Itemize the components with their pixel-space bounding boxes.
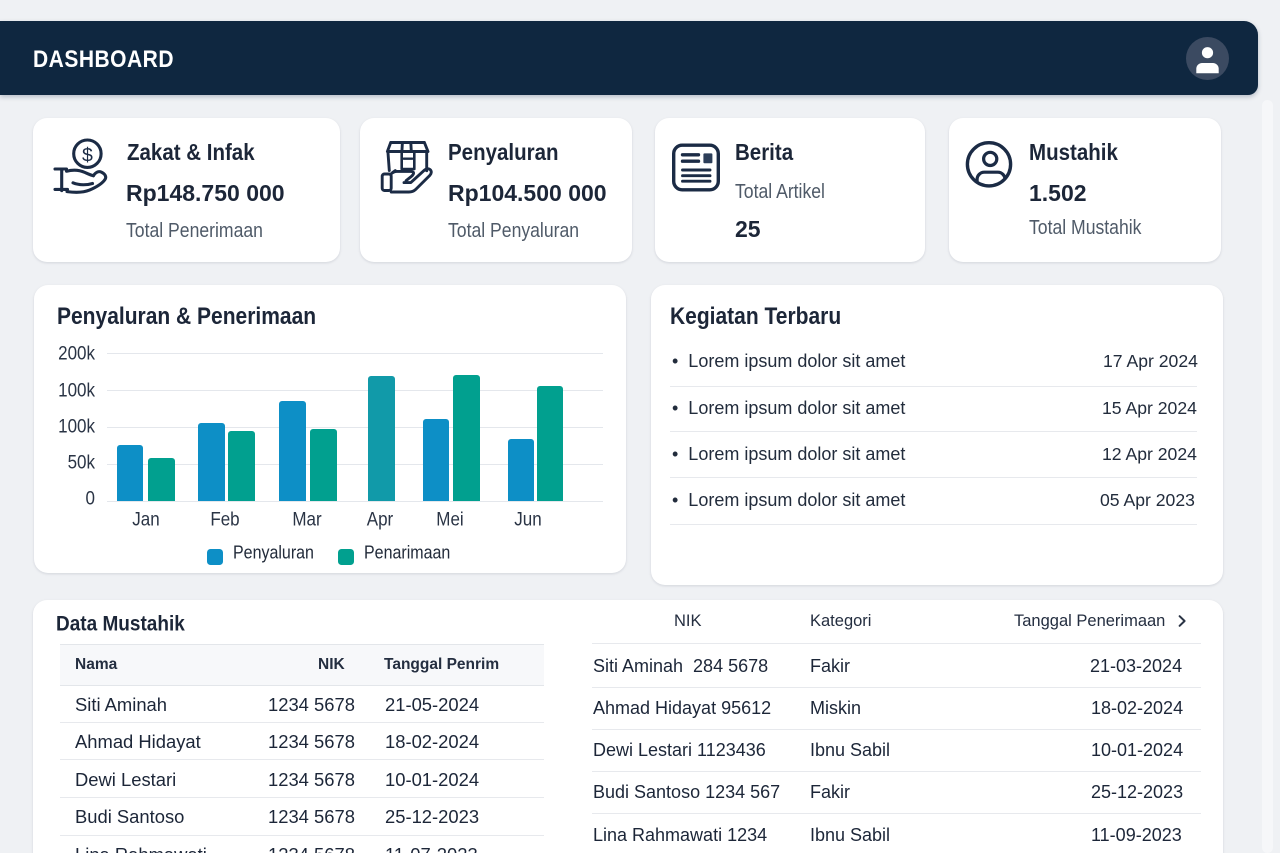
svg-text:$: $ xyxy=(82,144,93,166)
